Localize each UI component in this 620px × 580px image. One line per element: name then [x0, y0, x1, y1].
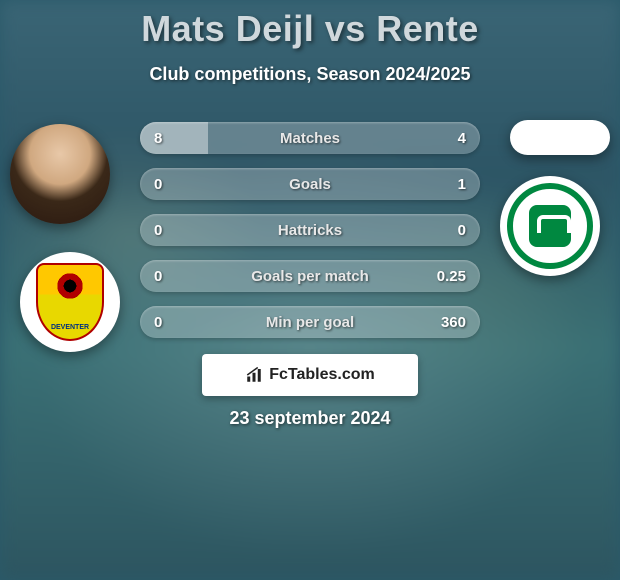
stat-label: Min per goal [266, 314, 354, 331]
subtitle: Club competitions, Season 2024/2025 [0, 64, 620, 85]
player-left-avatar [10, 124, 110, 224]
club-right-badge [500, 176, 600, 276]
stat-label: Goals [289, 176, 331, 193]
stat-row: 0 Min per goal 360 [140, 306, 480, 338]
stat-row: 0 Goals 1 [140, 168, 480, 200]
stat-row: 0 Hattricks 0 [140, 214, 480, 246]
brand-text: FcTables.com [269, 366, 375, 384]
stat-value-right: 1 [458, 176, 466, 193]
fc-groningen-crest-icon [529, 205, 571, 247]
stat-value-left: 0 [154, 176, 162, 193]
stat-value-right: 0 [458, 222, 466, 239]
stat-value-left: 8 [154, 130, 162, 147]
stat-value-left: 0 [154, 314, 162, 331]
club-left-badge [20, 252, 120, 352]
page-title: Mats Deijl vs Rente [0, 0, 620, 50]
stat-row: 0 Goals per match 0.25 [140, 260, 480, 292]
stat-value-right: 4 [458, 130, 466, 147]
stat-label: Hattricks [278, 222, 342, 239]
fc-groningen-ring [507, 183, 593, 269]
stat-label: Goals per match [251, 268, 369, 285]
chart-icon [245, 366, 263, 384]
stat-value-left: 0 [154, 268, 162, 285]
stat-value-right: 0.25 [437, 268, 466, 285]
go-ahead-eagles-crest-icon [36, 263, 104, 341]
brand-badge[interactable]: FcTables.com [202, 354, 418, 396]
stat-label: Matches [280, 130, 340, 147]
date-text: 23 september 2024 [0, 408, 620, 429]
stats-list: 8 Matches 4 0 Goals 1 0 Hattricks 0 0 Goals per ma… [140, 122, 480, 352]
content-wrapper: Mats Deijl vs Rente Club competitions, S… [0, 0, 620, 580]
stat-row: 8 Matches 4 [140, 122, 480, 154]
stat-value-right: 360 [441, 314, 466, 331]
player-right-avatar [510, 120, 610, 155]
stat-fill-left [140, 122, 208, 154]
stat-value-left: 0 [154, 222, 162, 239]
